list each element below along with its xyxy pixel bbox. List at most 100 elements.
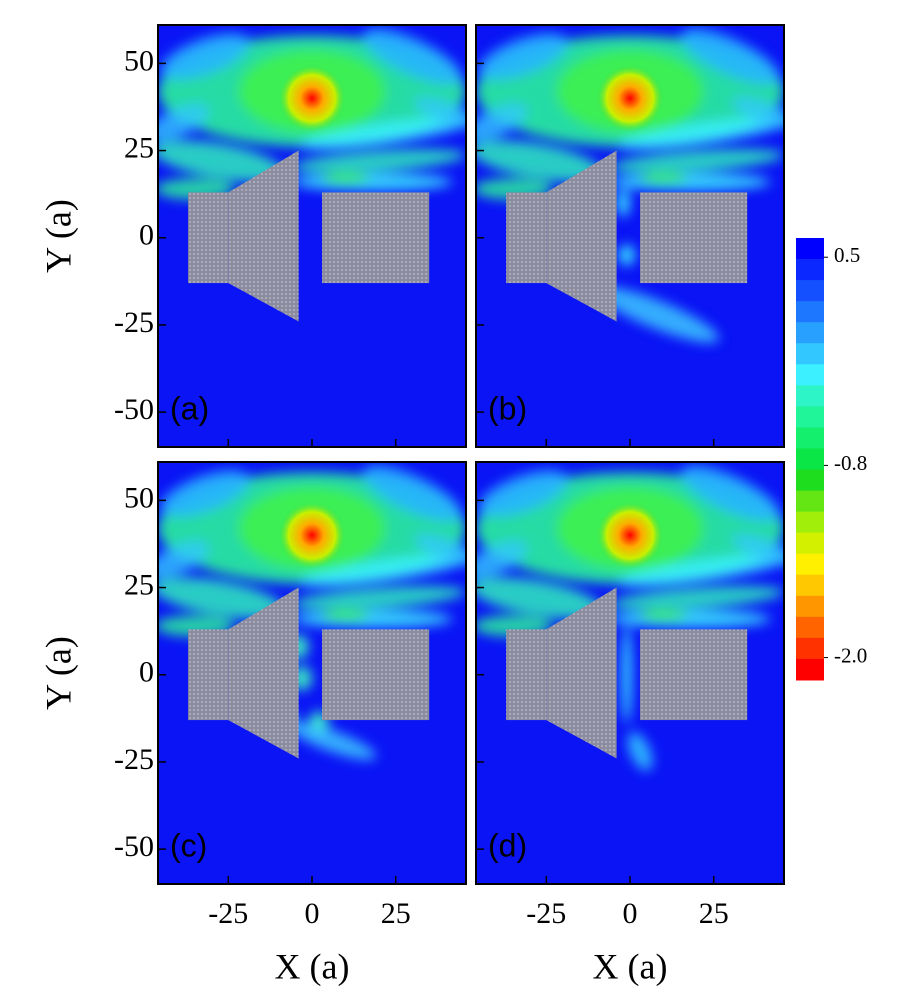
y-tick-label: 0 (139, 219, 154, 252)
y-tick-label: -25 (114, 743, 154, 776)
right-block (640, 192, 748, 284)
right-block (322, 192, 430, 284)
colorbar-band (796, 280, 824, 302)
y-tick-label: -50 (114, 393, 154, 426)
wave (609, 173, 771, 191)
wave (478, 470, 568, 517)
wave (617, 554, 784, 587)
wave (299, 117, 466, 150)
panel-label: (b) (488, 390, 527, 426)
panel-label: (c) (170, 827, 207, 863)
colorbar-band (796, 364, 824, 386)
left-block (188, 629, 229, 721)
wave (414, 97, 466, 128)
y-tick-label: -50 (114, 830, 154, 863)
colorbar-band (796, 616, 824, 639)
wave (478, 33, 568, 80)
colorbar-tick-label: -0.8 (834, 451, 867, 475)
y-tick-label: -25 (114, 306, 154, 339)
y-tick-label: 50 (124, 44, 154, 77)
wave (158, 140, 285, 182)
prism (546, 150, 617, 322)
wave (681, 465, 780, 521)
wave (621, 625, 632, 724)
x-tick-label: -25 (208, 897, 248, 930)
wave (640, 610, 687, 621)
colorbar-band (796, 637, 824, 660)
wave (732, 97, 784, 128)
x-axis-label: X (a) (275, 946, 350, 986)
colorbar-band (796, 322, 824, 344)
colorbar-tick-label: -2.0 (834, 643, 867, 667)
wave (158, 540, 209, 579)
wave (291, 610, 453, 628)
wave (292, 585, 466, 611)
y-tick-label: 0 (139, 656, 154, 689)
wave (158, 577, 285, 619)
y-tick-label: 25 (124, 131, 154, 164)
prism (228, 150, 299, 322)
field (158, 25, 466, 447)
wave (640, 173, 687, 184)
wave (476, 540, 527, 579)
x-tick-label: -25 (526, 897, 566, 930)
colorbar-band (796, 532, 824, 555)
field (476, 462, 784, 884)
colorbar-band (796, 595, 824, 618)
wave (291, 173, 453, 191)
colorbar-band (796, 553, 824, 576)
wave (610, 148, 784, 174)
structure (188, 587, 430, 759)
wave (617, 117, 784, 150)
wave (363, 28, 462, 84)
wave (160, 470, 250, 517)
y-axis-label: Y (a) (38, 199, 78, 273)
panel-label: (a) (170, 390, 209, 426)
wave (299, 554, 466, 587)
right-block (322, 629, 430, 721)
wave (476, 140, 603, 182)
y-tick-label: 50 (124, 481, 154, 514)
x-tick-label: 25 (381, 897, 411, 930)
left-block (188, 192, 229, 284)
right-block (640, 629, 748, 721)
x-tick-label: 0 (305, 897, 320, 930)
colorbar-band (796, 385, 824, 407)
colorbar-band (796, 259, 824, 281)
field (158, 462, 466, 884)
wave (732, 534, 784, 565)
source (278, 64, 346, 132)
structure (506, 150, 748, 322)
source (596, 501, 664, 569)
colorbar-band (796, 511, 824, 534)
wave (160, 33, 250, 80)
panel-label: (d) (488, 827, 527, 863)
wave (322, 610, 369, 621)
wave (322, 173, 369, 184)
wave (594, 286, 720, 343)
colorbar-band (796, 406, 824, 428)
y-axis-label: Y (a) (38, 636, 78, 710)
wave (414, 534, 466, 565)
colorbar-band (796, 238, 824, 260)
wave (627, 732, 653, 771)
x-axis-label: X (a) (593, 946, 668, 986)
wave (681, 28, 780, 84)
source (596, 64, 664, 132)
structure (188, 150, 430, 322)
wave (363, 465, 462, 521)
x-tick-label: 0 (623, 897, 638, 930)
colorbar-tick-label: 0.5 (834, 243, 860, 267)
colorbar-band (796, 448, 824, 471)
y-tick-label: 25 (124, 568, 154, 601)
colorbar-band (796, 427, 824, 449)
structure (506, 587, 748, 759)
prism (546, 587, 617, 759)
prism (228, 587, 299, 759)
wave (616, 188, 630, 217)
colorbar-band (796, 574, 824, 597)
left-block (506, 629, 547, 721)
x-tick-label: 25 (699, 897, 729, 930)
wave (292, 148, 466, 174)
